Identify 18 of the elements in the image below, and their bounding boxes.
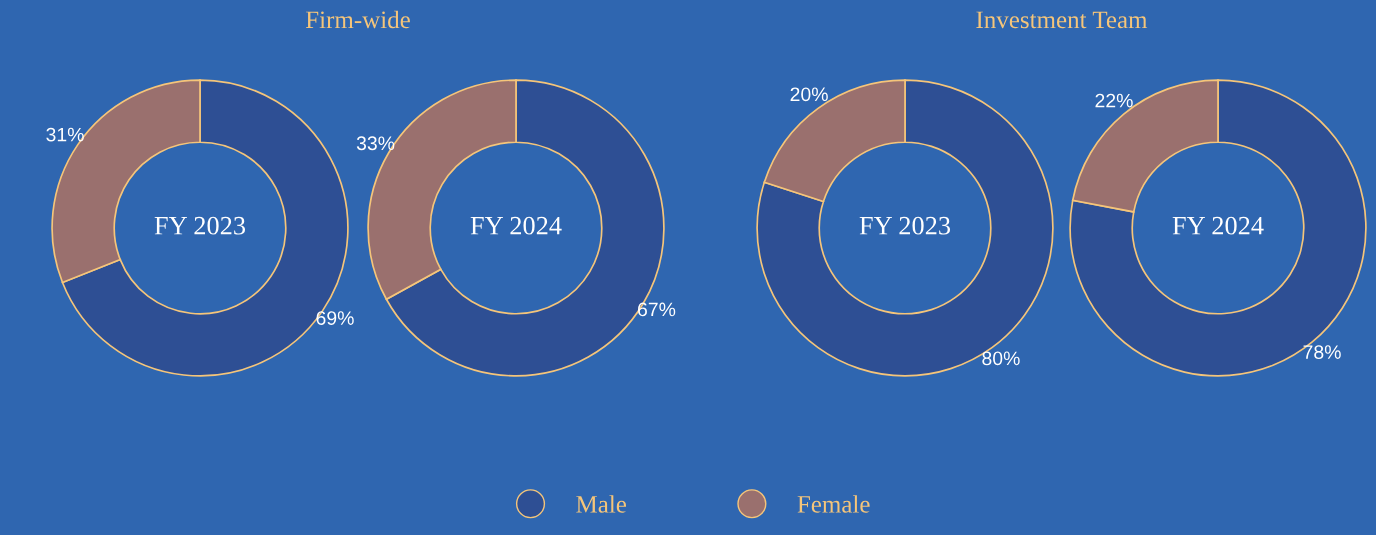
donut-slice [756, 79, 1054, 377]
chart-title: Firm-wide [305, 10, 410, 29]
donut-slice [1069, 79, 1367, 377]
data-label: 33% [356, 136, 395, 151]
text: FY 2024 [1172, 216, 1264, 235]
data-label: 31% [46, 127, 84, 142]
data-label: 80% [982, 351, 1020, 366]
data-label: 20% [790, 87, 828, 102]
text: FY 2023 [859, 216, 951, 235]
legend-label: Female [797, 495, 870, 513]
data-label: 78% [1303, 345, 1341, 359]
text: FY 2023 [154, 216, 246, 235]
chart-title: Investment Team [976, 11, 1148, 29]
data-label: 67% [638, 302, 676, 317]
data-label: 69% [316, 311, 354, 325]
legend-label: Male [576, 495, 627, 513]
data-label: 22% [1095, 93, 1133, 108]
text: FY 2024 [470, 216, 562, 235]
